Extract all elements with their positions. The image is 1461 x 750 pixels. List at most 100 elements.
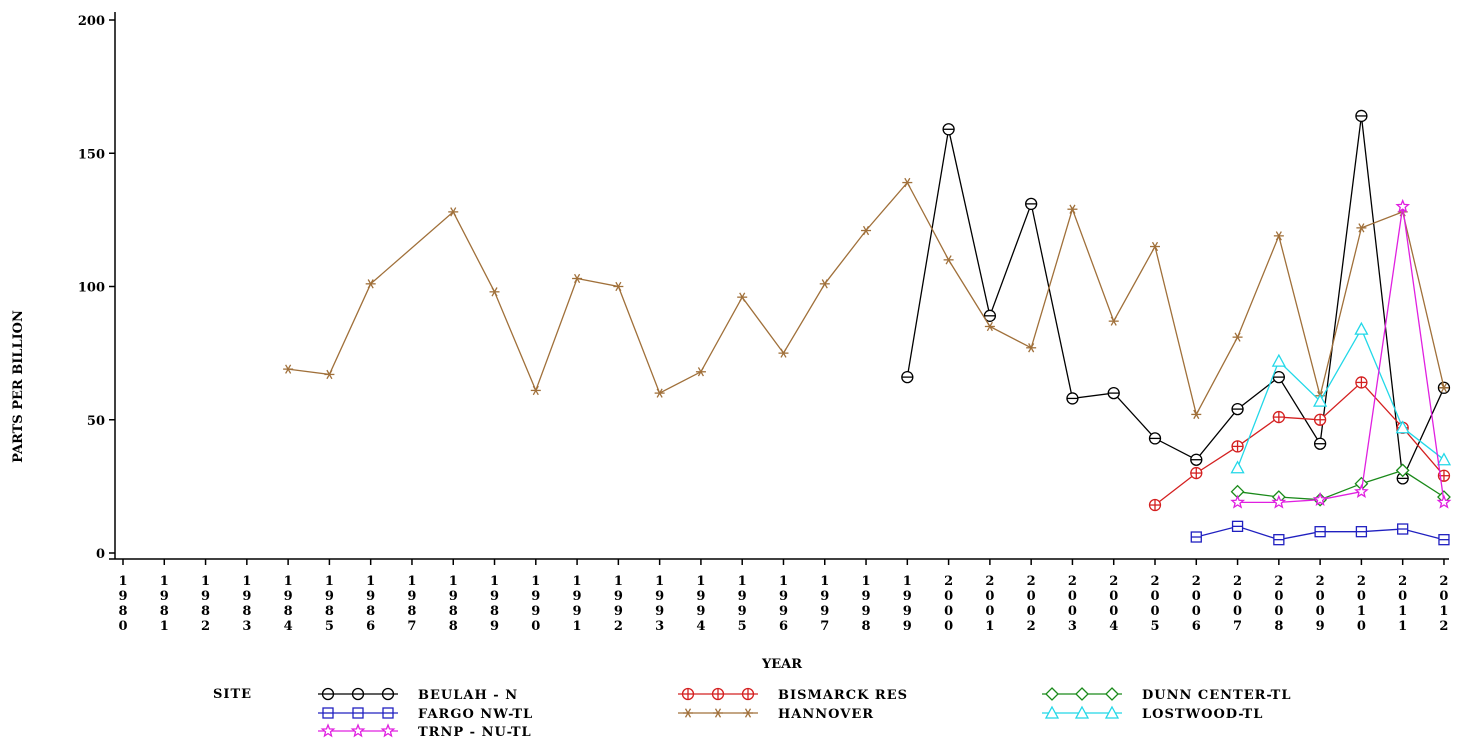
data-point [351,687,365,701]
data-point [1272,410,1285,424]
y-tick-label: 50 [87,414,105,429]
data-point [1271,494,1287,509]
data-point [1436,452,1452,466]
data-point [1231,520,1244,532]
data-point [1190,466,1203,480]
legend-title: SITE [213,687,252,702]
data-point [1313,393,1328,407]
series-layer [283,109,1452,546]
data-point [350,723,366,738]
data-point [1191,409,1202,420]
data-point [382,707,394,719]
data-point [1395,420,1410,434]
data-point [352,707,364,719]
legend-item: BISMARCK RES [678,687,908,703]
data-point [1108,316,1119,326]
data-point [1436,494,1452,509]
data-point [901,370,914,384]
legend-item: FARGO NW-TL [318,707,532,722]
data-point [1190,531,1202,543]
data-point [1273,534,1285,546]
data-point [1355,376,1368,389]
data-point [1356,223,1367,233]
y-tick-label: 100 [78,281,105,296]
data-point [1355,526,1368,538]
data-point [711,687,725,701]
data-point [1354,483,1369,499]
data-point [1314,526,1326,538]
data-point [1313,413,1327,426]
data-point [1074,705,1090,719]
data-point [743,708,753,718]
data-point [380,723,396,738]
data-point [1026,343,1037,353]
series-dunn-center-tl [1230,463,1451,507]
data-point [324,369,335,380]
data-point [1105,687,1119,701]
data-point [489,287,500,297]
data-point [778,348,789,358]
legend-label: BISMARCK RES [778,688,908,703]
series-fargo-nw-tl [1190,520,1450,546]
data-point [1397,523,1409,535]
data-point [713,708,723,718]
data-point [984,321,995,332]
legend-item: LOSTWOOD-TL [1042,705,1262,722]
data-point [943,255,954,265]
data-point [1438,534,1450,546]
y-tick-label: 0 [96,547,105,562]
data-point [1438,383,1449,393]
series-line [1237,206,1445,504]
data-point [1272,370,1285,384]
data-point [1232,332,1243,342]
data-point [861,225,872,236]
data-point [1395,463,1410,478]
data-point [1231,402,1244,416]
data-point [1190,453,1203,466]
data-point [1271,353,1286,367]
series-line [1237,469,1445,501]
series-line [906,115,1445,481]
data-point [1230,460,1245,474]
data-point [681,687,695,701]
legend-label: HANNOVER [778,707,874,722]
data-point [737,292,748,302]
data-point [1355,109,1368,123]
legend-item: TRNP - NU-TL [318,723,531,740]
legend-item: BEULAH - N [318,687,517,703]
y-tick-label: 150 [78,147,105,162]
y-tick-label: 200 [78,14,105,29]
data-point [448,207,459,217]
data-point [365,279,376,289]
legend-item: HANNOVER [678,707,874,722]
series-line [1154,381,1445,506]
data-point [1045,687,1059,701]
series-beulah-n [901,109,1451,485]
